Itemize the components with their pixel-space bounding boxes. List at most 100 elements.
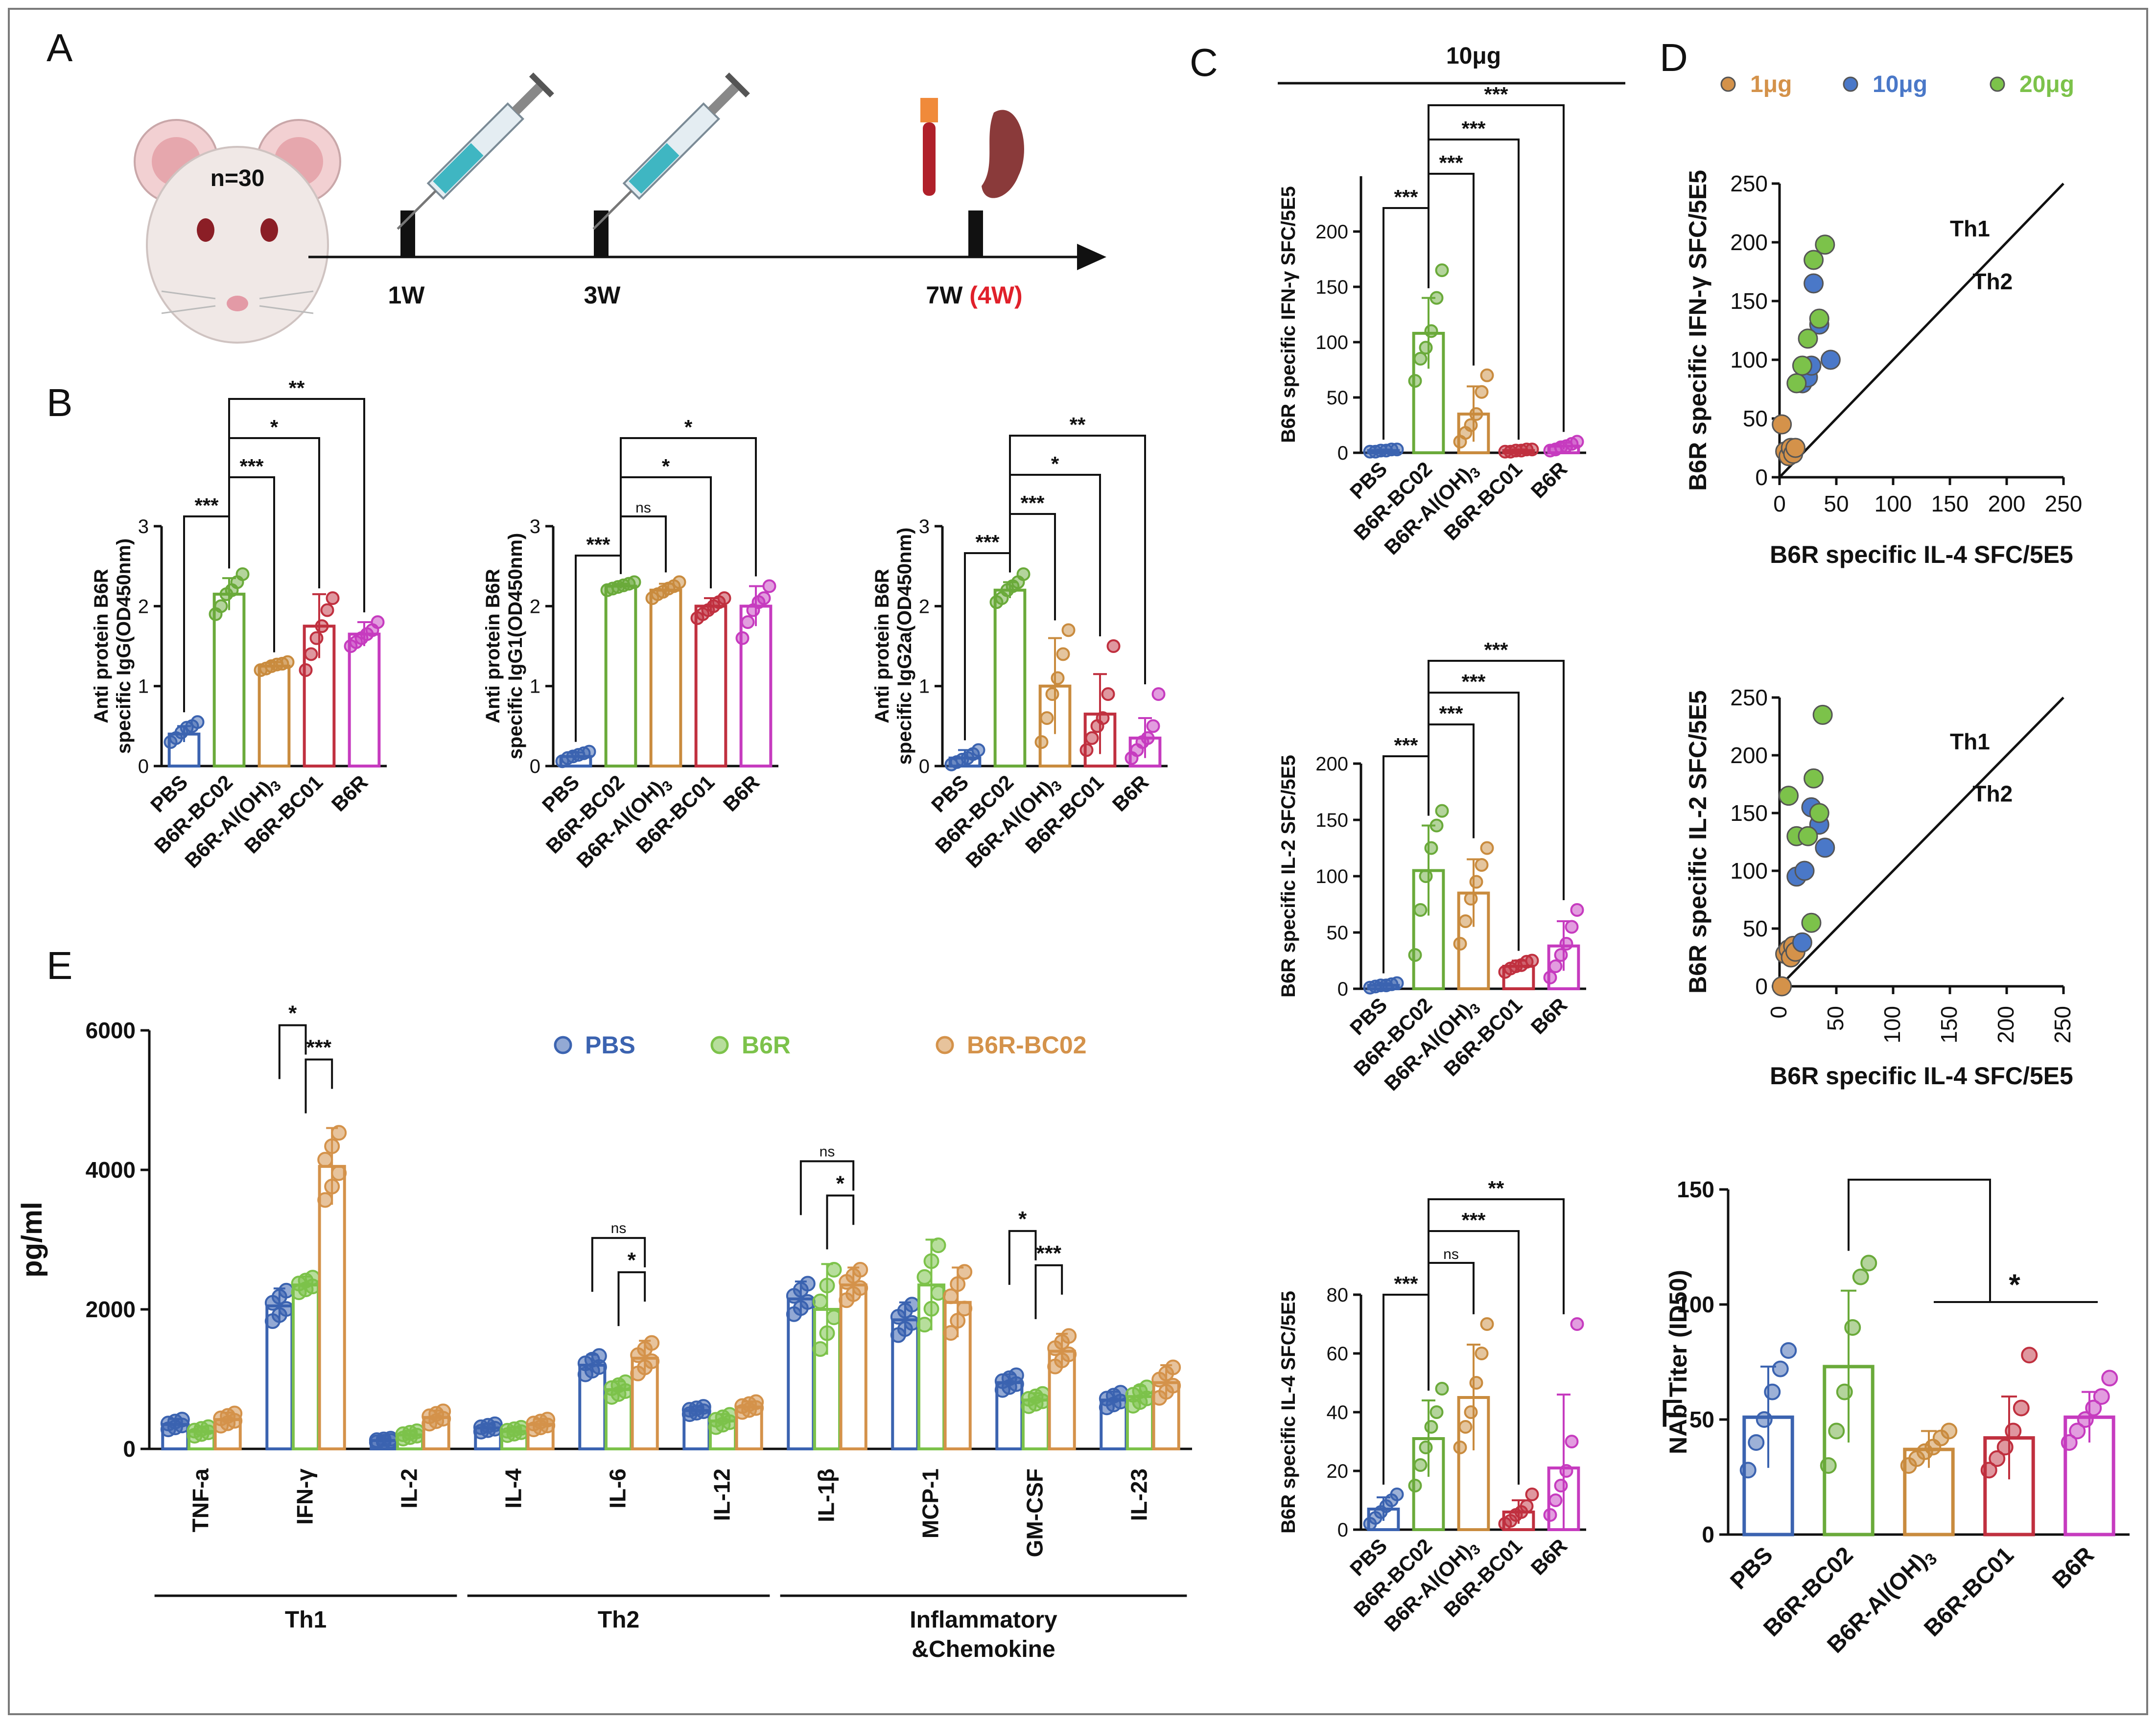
y-axis-label: specific IgG1(OD450nm)	[505, 533, 526, 759]
data-point	[1980, 1462, 1997, 1479]
significance-bracket	[1008, 1230, 1037, 1285]
significance-label: ns	[635, 500, 651, 516]
data-point	[1559, 1464, 1573, 1478]
data-point	[930, 1237, 946, 1254]
y-axis-label: Anti protein B6R	[871, 569, 893, 723]
diagonal-line	[1779, 697, 2064, 987]
group-label: Inflammatory	[910, 1607, 1057, 1633]
significance-label: ***	[1461, 670, 1486, 693]
y-tick-label: 0	[1337, 1519, 1348, 1541]
significance-label: ***	[1394, 734, 1418, 757]
data-point	[1570, 435, 1584, 449]
significance-label: ***	[975, 531, 1000, 554]
scatter-point	[1794, 861, 1815, 881]
region-label-th2: Th2	[1972, 781, 2013, 806]
significance-label: ***	[586, 533, 610, 556]
data-point	[2085, 1399, 2102, 1417]
bar	[839, 1283, 867, 1450]
data-point	[1424, 841, 1438, 855]
data-point	[1061, 1328, 1077, 1344]
bar	[318, 1164, 346, 1450]
chart-b3-igg2a: 0 1 2 3 Anti protein B6R specific IgG2a(OD450…	[871, 413, 1168, 872]
legend-label: B6R	[742, 1031, 791, 1059]
x-tick-label: GM-CSF	[1022, 1468, 1048, 1557]
data-point	[812, 1341, 828, 1357]
data-point	[1756, 1411, 1773, 1428]
data-point	[1413, 351, 1428, 366]
x-tick-label: 50	[1823, 1006, 1848, 1031]
data-point	[174, 1412, 190, 1428]
y-axis-label: specific IgG2a(OD450nm)	[894, 528, 915, 765]
scatter-point	[1786, 373, 1807, 394]
significance-bracket	[278, 1024, 307, 1079]
y-axis-label: specific IgG(OD450nm)	[113, 538, 135, 754]
data-point	[309, 631, 324, 645]
x-tick-label: 0	[1766, 1006, 1791, 1019]
data-point	[757, 591, 771, 605]
data-point	[1860, 1255, 1877, 1272]
data-point	[2061, 1434, 2078, 1451]
y-axis-label: Anti protein B6R	[91, 569, 112, 723]
chart-e-cytokines: 0 2000 4000 6000 pg/ml TNF-a IFN-γ IL-2 IL-4 IL-6…	[16, 1001, 1192, 1662]
data-point	[2005, 1422, 2022, 1440]
data-point	[819, 1325, 835, 1341]
data-point	[317, 1192, 333, 1208]
data-point	[320, 603, 334, 617]
x-tick-label: 100	[1875, 491, 1912, 516]
data-point	[1852, 1268, 1869, 1285]
data-point	[1548, 1493, 1563, 1507]
data-point	[1390, 976, 1404, 990]
data-point	[1034, 1386, 1051, 1402]
significance-label: ***	[1020, 491, 1045, 514]
y-tick-label: 100	[1730, 347, 1768, 373]
timepoint-4w-red: (4W)	[969, 281, 1022, 309]
data-point	[1435, 804, 1449, 818]
data-point	[1034, 735, 1049, 749]
y-tick-label: 4000	[86, 1157, 136, 1183]
x-tick-label: B6R	[1526, 993, 1572, 1039]
y-axis-label: NAb Titer (ID50)	[1664, 1270, 1692, 1454]
significance-bracket	[1034, 1264, 1063, 1319]
data-point	[1480, 841, 1494, 855]
data-point	[1469, 875, 1483, 889]
significance-label: ***	[1461, 117, 1486, 140]
timepoint-3w: 3W	[584, 281, 621, 309]
data-point	[1458, 914, 1473, 928]
data-point	[1435, 263, 1449, 278]
data-point	[1559, 937, 1573, 951]
data-point	[1051, 671, 1065, 685]
data-point	[1748, 1434, 1765, 1451]
x-tick-label: IL-23	[1126, 1468, 1152, 1521]
significance-bracket	[1428, 660, 1565, 900]
syringe-icon	[397, 72, 554, 230]
data-point	[1464, 1405, 1478, 1419]
x-tick-label: B6R	[327, 770, 373, 816]
data-point	[214, 599, 228, 613]
data-point	[904, 1297, 920, 1313]
group-label: Th1	[285, 1607, 327, 1633]
data-point	[950, 1313, 966, 1329]
bar	[694, 605, 727, 768]
significance-label: *	[684, 416, 693, 439]
legend-marker	[1720, 76, 1736, 92]
data-point	[971, 743, 985, 757]
data-point	[1413, 1458, 1428, 1472]
data-point	[735, 631, 750, 645]
data-point	[2077, 1411, 2094, 1428]
data-point	[1085, 731, 1099, 745]
data-point	[1056, 647, 1070, 661]
significance-bracket	[305, 1058, 333, 1114]
y-axis-label: B6R specific IFN-γ SFC/5E5	[1278, 186, 1299, 443]
data-point	[943, 1288, 959, 1304]
significance-bracket	[799, 1160, 855, 1215]
x-tick-label: PBS	[1726, 1542, 1778, 1594]
data-point	[200, 1419, 216, 1435]
blood-tube-icon	[920, 98, 938, 196]
syringe-icon	[592, 72, 750, 230]
data-point	[1570, 903, 1584, 917]
y-tick-label: 150	[1730, 288, 1768, 314]
scatter-point	[1812, 704, 1833, 725]
